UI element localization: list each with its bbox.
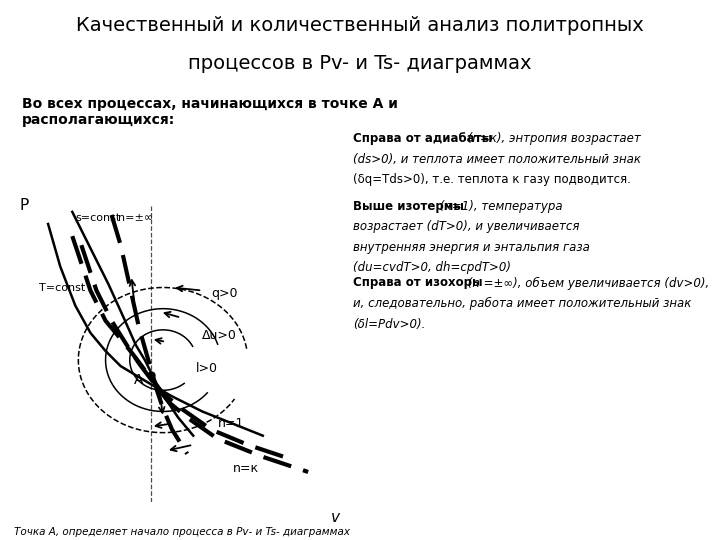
Text: n=1: n=1 [217,416,244,430]
Text: и, следовательно, работа имеет положительный знак: и, следовательно, работа имеет положител… [353,297,691,310]
Text: (du=cvdT>0, dh=cpdT>0): (du=cvdT>0, dh=cpdT>0) [353,261,510,274]
Text: v: v [331,510,340,525]
Text: (n=1), температура: (n=1), температура [436,200,562,213]
Text: Точка А, определяет начало процесса в Pv- и Ts- диаграммах: Точка А, определяет начало процесса в Pv… [14,527,351,537]
Text: l>0: l>0 [197,362,218,375]
Text: возрастает (dT>0), и увеличивается: возрастает (dT>0), и увеличивается [353,220,580,233]
Text: (n=к), энтропия возрастает: (n=к), энтропия возрастает [464,132,641,145]
Text: A: A [134,373,143,387]
Text: Справа от адиабаты: Справа от адиабаты [353,132,492,145]
Text: Выше изотермы: Выше изотермы [353,200,464,213]
Text: процессов в Pv- и Ts- диаграммах: процессов в Pv- и Ts- диаграммах [188,54,532,73]
Text: (δq=Tds>0), т.е. теплота к газу подводится.: (δq=Tds>0), т.е. теплота к газу подводит… [353,173,631,186]
Text: (n =±∞), объем увеличивается (dv>0),: (n =±∞), объем увеличивается (dv>0), [464,276,710,289]
Text: P: P [19,198,29,213]
Text: Качественный и количественный анализ политропных: Качественный и количественный анализ пол… [76,16,644,35]
Text: T=const: T=const [39,282,85,293]
Text: внутренняя энергия и энтальпия газа: внутренняя энергия и энтальпия газа [353,241,590,254]
Text: q>0: q>0 [212,287,238,300]
Text: (δl=Pdv>0).: (δl=Pdv>0). [353,318,426,330]
Text: Справа от изохоры: Справа от изохоры [353,276,482,289]
Text: (ds>0), и теплота имеет положительный знак: (ds>0), и теплота имеет положительный зн… [353,153,641,166]
Text: n=±∞: n=±∞ [117,213,153,223]
Text: s=const: s=const [76,213,120,223]
Text: n=к: n=к [233,462,258,475]
Text: Во всех процессах, начинающихся в точке А и
располагающихся:: Во всех процессах, начинающихся в точке … [22,97,397,127]
Text: Δu>0: Δu>0 [202,329,237,342]
